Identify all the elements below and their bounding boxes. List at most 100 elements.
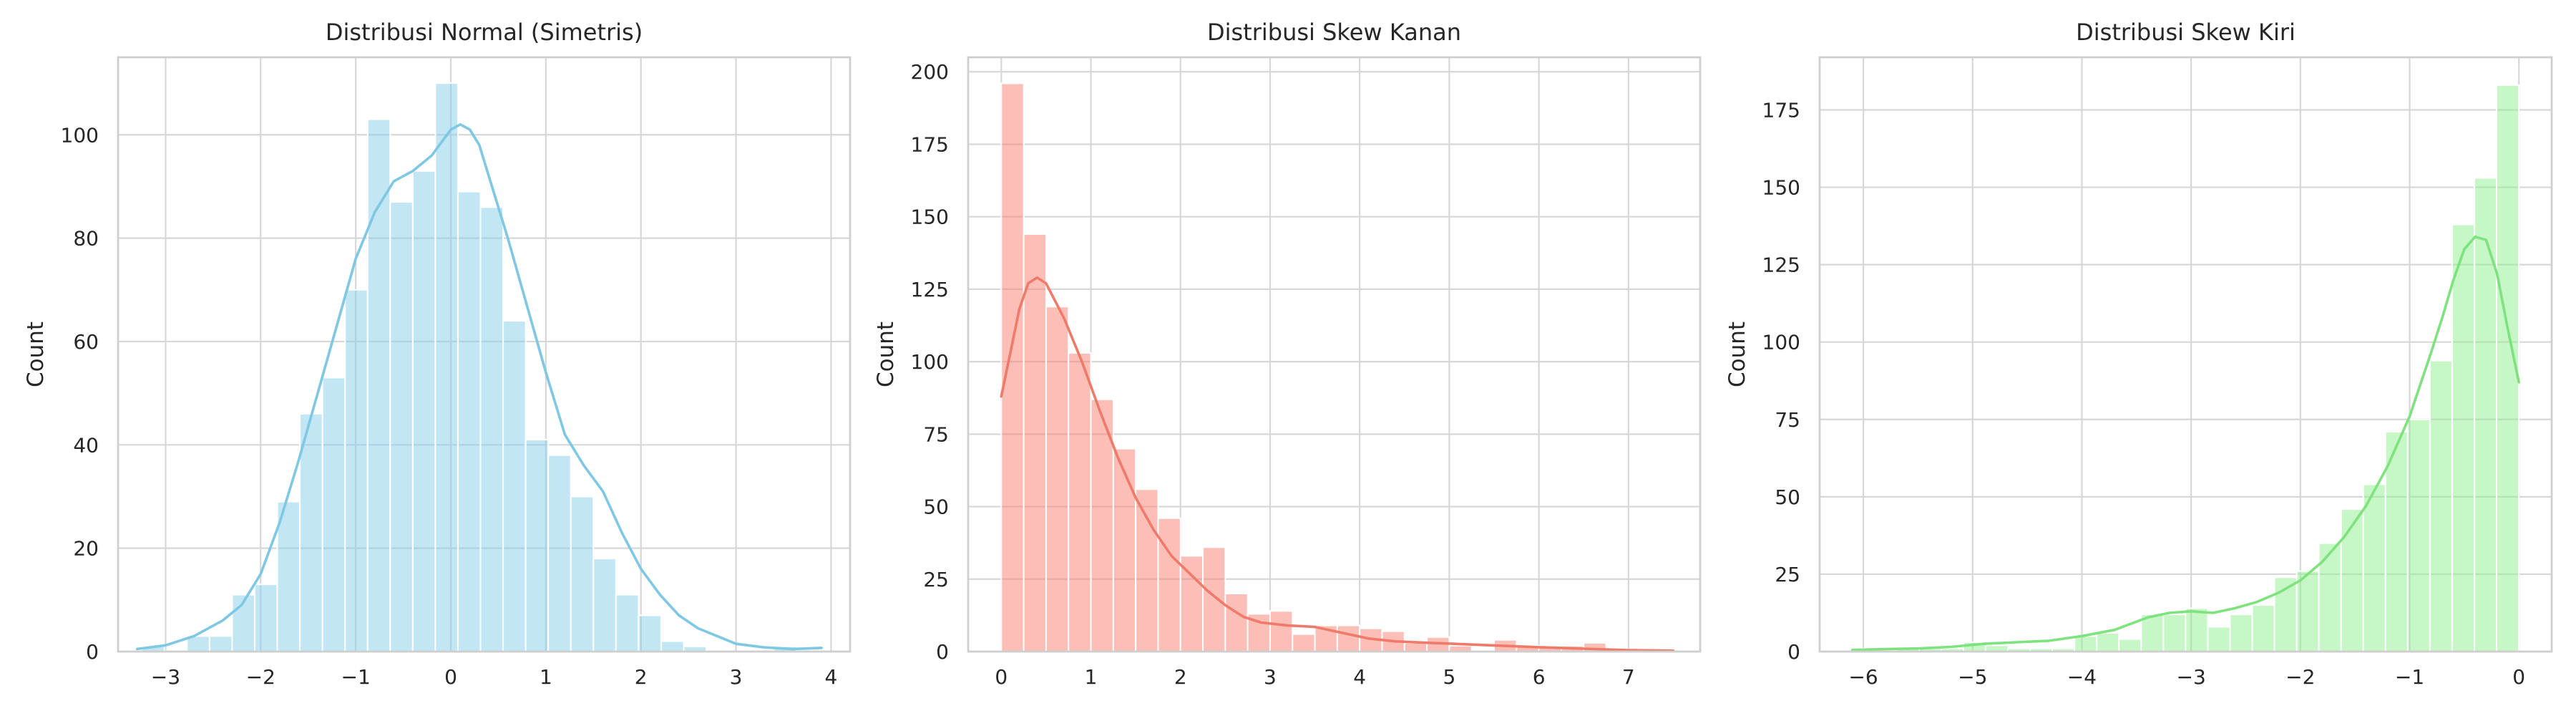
histogram-bar [570, 495, 595, 653]
histogram-bar [1157, 517, 1181, 652]
x-tick-label: −3 [2176, 665, 2205, 689]
plot-frame [1818, 56, 2553, 653]
histogram-bar [638, 614, 662, 653]
histogram-bar [1336, 624, 1361, 652]
histogram-panel-skew-left: −6 −5 −4 −3 −2 −1 0 0 25 50 75 100 125 150 175 Distrib… [1724, 19, 2553, 689]
histogram-bar [2296, 570, 2320, 653]
histogram-bar [2429, 359, 2453, 652]
histogram-bar [2229, 614, 2253, 652]
histogram-bar [1202, 546, 1226, 652]
histogram-bar [2185, 607, 2209, 653]
y-tick-label: 175 [911, 132, 949, 156]
histogram-bar [1000, 82, 1025, 652]
y-tick-label: 80 [73, 227, 99, 251]
histogram-bar [366, 118, 391, 652]
histogram-bar [208, 635, 233, 653]
x-tick-label: −2 [2285, 665, 2315, 689]
histogram-bar [2118, 638, 2142, 652]
histogram-bar [660, 640, 685, 653]
y-tick-label: 25 [1775, 563, 1800, 586]
y-tick-label: 100 [911, 350, 949, 374]
y-tick-label: 25 [923, 568, 949, 591]
y-tick-label: 50 [1775, 485, 1800, 509]
histogram-bar [2318, 542, 2342, 653]
histogram-bar [479, 206, 504, 653]
y-axis-label: Count [23, 321, 49, 387]
histogram-bar [2473, 177, 2498, 652]
histogram-bar [1023, 233, 1047, 653]
histogram-bar [2340, 508, 2364, 652]
x-tick-label: 0 [2512, 665, 2525, 689]
y-tick-label: 150 [911, 205, 949, 229]
y-tick-label: 0 [86, 640, 99, 664]
x-tick-label: 1 [1085, 665, 1098, 689]
x-tick-label: 1 [540, 665, 552, 689]
histogram-bar [592, 558, 617, 653]
histogram-bar [2251, 604, 2275, 652]
histogram-bar [2406, 418, 2431, 652]
histogram-bar [2074, 635, 2098, 653]
histogram-bar [1179, 555, 1204, 653]
y-tick-label: 125 [1762, 253, 1800, 277]
y-tick-label: 100 [61, 123, 99, 147]
histogram-bar [2096, 632, 2120, 652]
x-tick-label: 3 [1264, 665, 1277, 689]
histogram-bar [1269, 610, 1294, 653]
y-axis-label: Count [1724, 321, 1750, 387]
y-tick-label: 200 [911, 60, 949, 84]
plot-frame [117, 56, 852, 653]
histogram-bar [1292, 633, 1316, 653]
histogram-bar [1112, 448, 1137, 653]
y-tick-label: 175 [1762, 98, 1800, 122]
histogram-bar [2140, 614, 2165, 652]
x-tick-label: −2 [246, 665, 275, 689]
histogram-bar [2362, 483, 2386, 652]
chart-title: Distribusi Normal (Simetris) [326, 19, 643, 46]
histogram-bar [1068, 352, 1092, 652]
chart-title: Distribusi Skew Kanan [1207, 19, 1461, 46]
x-tick-label: 2 [1174, 665, 1187, 689]
y-tick-label: 40 [73, 433, 99, 457]
x-tick-label: 0 [444, 665, 457, 689]
x-tick-label: 4 [1353, 665, 1366, 689]
y-tick-label: 125 [911, 278, 949, 301]
y-axis-label: Count [873, 321, 899, 387]
x-tick-label: −6 [1848, 665, 1878, 689]
chart-title: Distribusi Skew Kiri [2076, 19, 2296, 46]
x-tick-label: 0 [995, 665, 1008, 689]
x-tick-label: −5 [1958, 665, 1987, 689]
x-tick-label: 2 [635, 665, 648, 689]
histogram-bar [525, 439, 550, 653]
kde-curve [1000, 276, 1675, 652]
y-tick-label: 60 [73, 330, 99, 354]
x-tick-label: 4 [825, 665, 838, 689]
kde-curve [135, 123, 823, 651]
x-tick-label: −1 [2395, 665, 2424, 689]
histogram-bar [299, 413, 323, 652]
y-tick-label: 75 [923, 422, 949, 446]
histogram-bar [615, 594, 640, 653]
histogram-bar [321, 377, 346, 652]
plot-frame [967, 56, 1702, 653]
y-tick-label: 150 [1762, 176, 1800, 200]
histogram-bar [276, 500, 301, 653]
histogram-bar [389, 201, 414, 652]
histogram-bar [253, 584, 278, 652]
histogram-bar [411, 170, 436, 653]
histogram-bar [457, 190, 482, 652]
histogram-bar [1403, 642, 1428, 652]
y-tick-label: 0 [936, 640, 949, 664]
x-tick-label: −1 [341, 665, 371, 689]
histogram-bar [344, 289, 369, 652]
x-tick-label: 6 [1533, 665, 1546, 689]
histogram-bar [2207, 626, 2231, 653]
y-tick-label: 100 [1762, 331, 1800, 354]
histogram-bar [2384, 431, 2409, 653]
histogram-bar [1135, 488, 1159, 653]
histogram-bar [502, 320, 527, 652]
x-tick-label: 5 [1443, 665, 1455, 689]
histogram-bar [1224, 593, 1249, 653]
y-tick-label: 20 [73, 537, 99, 561]
histogram-bar [2451, 223, 2475, 652]
